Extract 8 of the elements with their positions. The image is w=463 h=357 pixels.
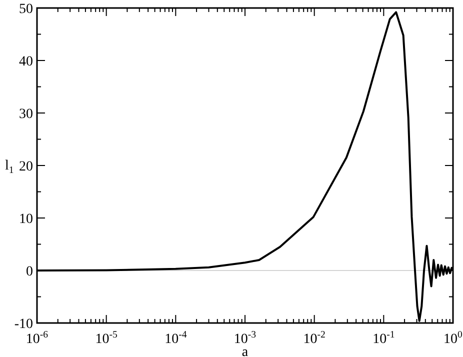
y-tick-label: 10	[19, 212, 33, 227]
y-tick-label: 30	[19, 107, 33, 122]
y-tick-label: 20	[19, 160, 33, 174]
y-tick-label: 50	[19, 2, 33, 17]
y-tick-label: 40	[19, 54, 33, 70]
y-tick-label: -10	[14, 317, 34, 332]
y-tick-label: 0	[26, 264, 33, 280]
x-axis-title: a	[242, 345, 249, 357]
